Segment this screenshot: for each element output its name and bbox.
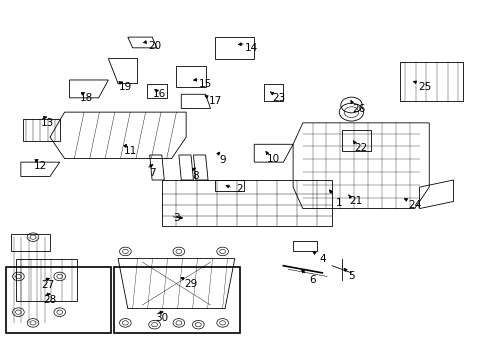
Text: 21: 21 (349, 197, 362, 206)
Text: 13: 13 (41, 118, 54, 128)
Text: 30: 30 (155, 312, 168, 323)
Bar (114, 267, 239, 333)
Text: 11: 11 (123, 147, 137, 157)
Text: 29: 29 (184, 279, 197, 289)
Text: 14: 14 (244, 43, 258, 53)
Text: 16: 16 (152, 89, 166, 99)
Text: 23: 23 (271, 93, 285, 103)
Text: 18: 18 (80, 93, 93, 103)
Text: 12: 12 (34, 161, 47, 171)
Text: 22: 22 (354, 143, 367, 153)
Text: 3: 3 (173, 212, 180, 222)
Text: 10: 10 (266, 154, 280, 163)
Text: 26: 26 (351, 104, 365, 113)
Text: 4: 4 (318, 253, 325, 264)
Text: 24: 24 (407, 200, 421, 210)
Text: 19: 19 (119, 82, 132, 92)
Text: 2: 2 (236, 184, 243, 194)
Text: 28: 28 (43, 295, 57, 305)
Text: 1: 1 (335, 198, 342, 208)
Bar (6, 267, 111, 333)
Text: 7: 7 (148, 168, 155, 178)
Text: 5: 5 (347, 271, 354, 282)
Text: 8: 8 (192, 171, 199, 181)
Text: 25: 25 (417, 82, 430, 92)
Text: 6: 6 (308, 275, 315, 285)
Text: 17: 17 (208, 96, 222, 107)
Text: 20: 20 (148, 41, 161, 51)
Text: 9: 9 (219, 156, 225, 165)
Text: 27: 27 (41, 280, 54, 291)
Text: 15: 15 (199, 78, 212, 89)
